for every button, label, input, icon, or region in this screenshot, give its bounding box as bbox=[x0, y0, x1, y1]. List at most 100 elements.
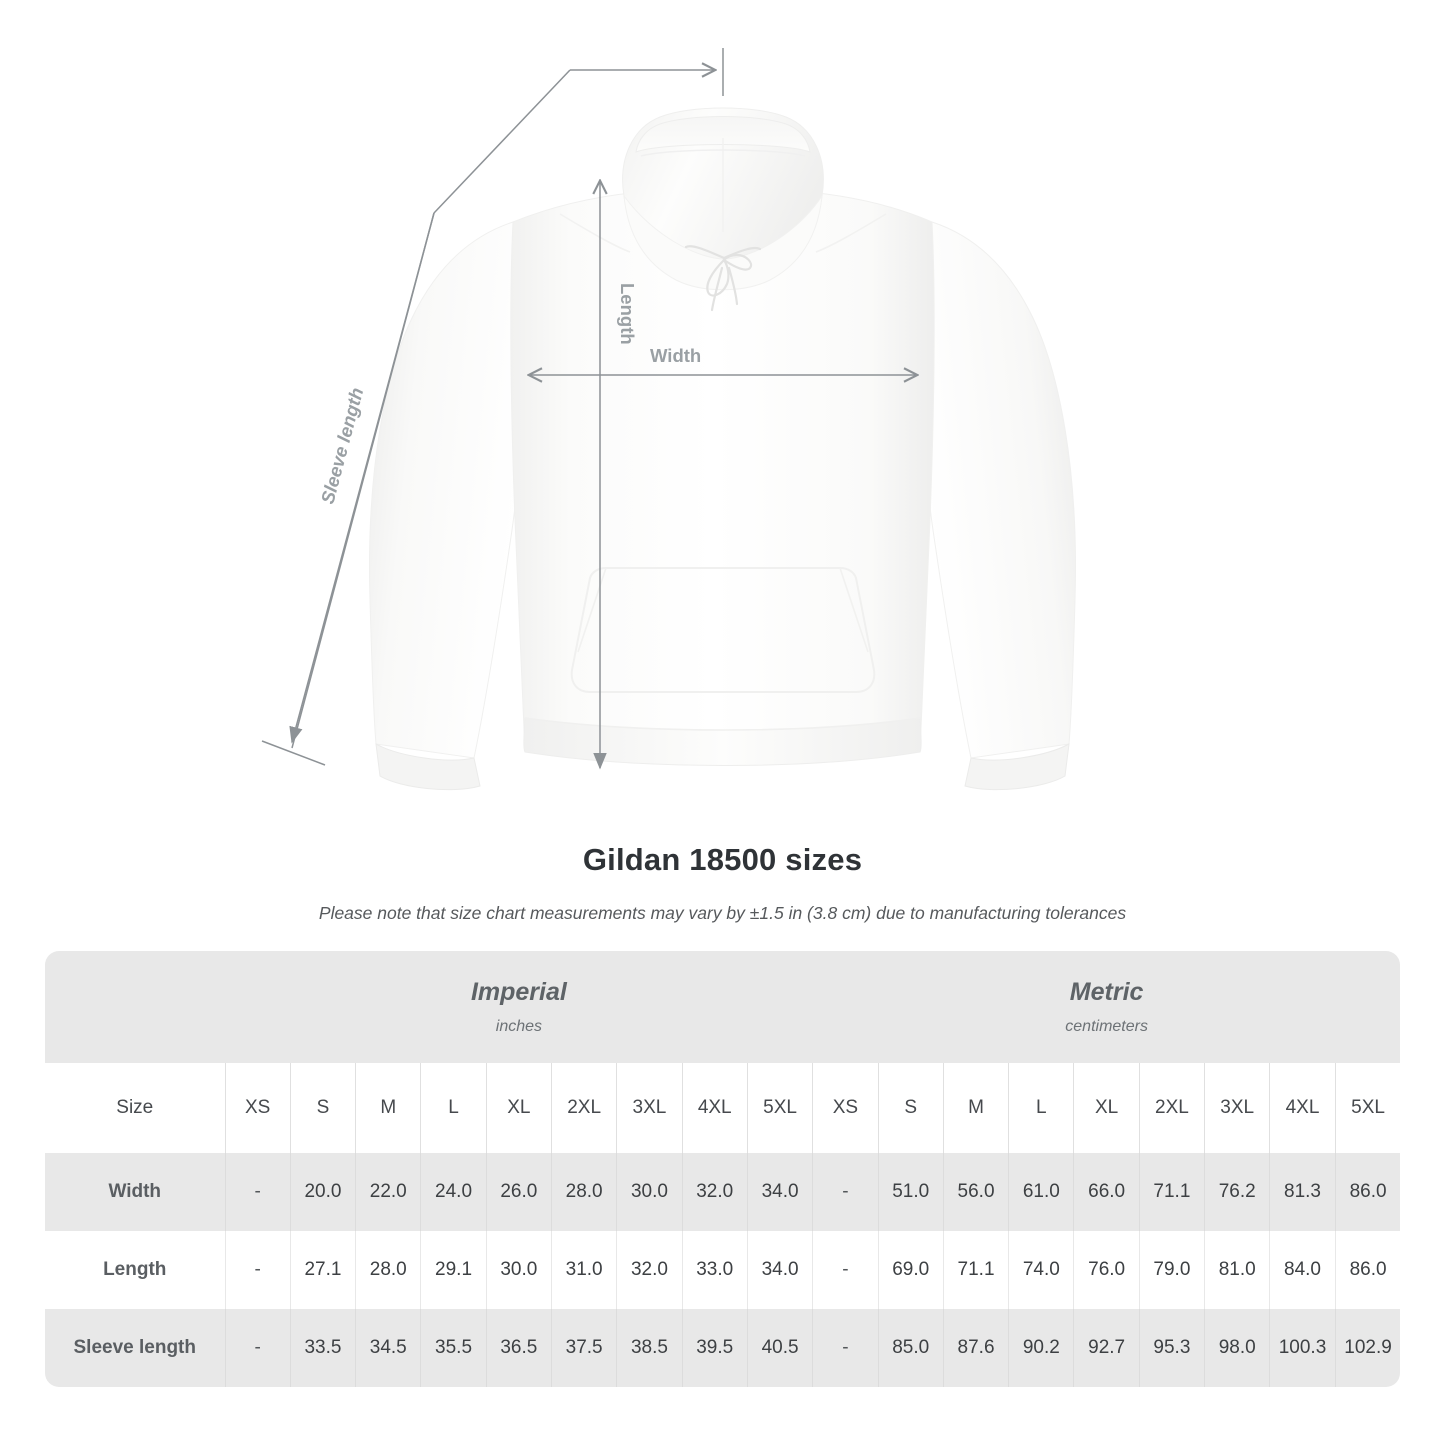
size-header-imperial-m: M bbox=[355, 1063, 421, 1153]
cell-length-imperial-3xl: 32.0 bbox=[616, 1231, 683, 1309]
size-header-metric-xs: XS bbox=[812, 1063, 879, 1153]
cell-sleeve-length-imperial-2xl: 37.5 bbox=[550, 1309, 617, 1387]
cell-sleeve-length-metric-s: 85.0 bbox=[877, 1309, 944, 1387]
unit-band-spacer bbox=[45, 951, 225, 1063]
sleeve-length-bottom-tick bbox=[261, 740, 326, 766]
cell-sleeve-length-imperial-xs: - bbox=[224, 1309, 291, 1387]
row-label: Sleeve length bbox=[45, 1309, 225, 1387]
size-header-imperial-3xl: 3XL bbox=[616, 1063, 683, 1153]
size-header-metric-s: S bbox=[877, 1063, 944, 1153]
cell-length-imperial-xl: 30.0 bbox=[485, 1231, 552, 1309]
cell-length-metric-4xl: 84.0 bbox=[1269, 1231, 1336, 1309]
cell-length-imperial-5xl: 34.0 bbox=[746, 1231, 813, 1309]
cell-length-metric-5xl: 86.0 bbox=[1334, 1231, 1401, 1309]
cell-width-metric-3xl: 76.2 bbox=[1204, 1153, 1270, 1231]
size-table-wrapper: Imperial inches Metric centimeters Size … bbox=[45, 951, 1401, 1387]
cell-width-metric-xl: 66.0 bbox=[1073, 1153, 1140, 1231]
size-header-imperial-l: L bbox=[420, 1063, 487, 1153]
cell-sleeve-length-imperial-xl: 36.5 bbox=[485, 1309, 552, 1387]
cell-length-metric-m: 71.1 bbox=[942, 1231, 1009, 1309]
row-label: Width bbox=[45, 1153, 225, 1231]
cell-length-metric-l: 74.0 bbox=[1008, 1231, 1074, 1309]
cell-sleeve-length-imperial-l: 35.5 bbox=[420, 1309, 487, 1387]
empty-value-dash: - bbox=[842, 1259, 849, 1280]
size-header-row: Size XS S M L XL 2XL 3XL 4XL 5XL XS S M L XL 2XL 3XL 4XL… bbox=[45, 1063, 1401, 1153]
length-label: Length bbox=[617, 283, 638, 345]
width-label: Width bbox=[650, 345, 701, 366]
page-title: Gildan 18500 sizes bbox=[582, 842, 863, 877]
unit-sub-imperial: inches bbox=[495, 1018, 543, 1036]
cell-width-metric-5xl: 86.0 bbox=[1334, 1153, 1401, 1231]
unit-name-imperial: Imperial bbox=[470, 977, 567, 1006]
cell-length-metric-3xl: 81.0 bbox=[1204, 1231, 1270, 1309]
cell-sleeve-length-metric-5xl: 102.9 bbox=[1334, 1309, 1401, 1387]
cell-width-metric-4xl: 81.3 bbox=[1269, 1153, 1336, 1231]
size-header-imperial-5xl: 5XL bbox=[746, 1063, 813, 1153]
cell-width-imperial-3xl: 30.0 bbox=[616, 1153, 683, 1231]
cell-sleeve-length-imperial-4xl: 39.5 bbox=[681, 1309, 748, 1387]
cell-sleeve-length-imperial-3xl: 38.5 bbox=[616, 1309, 683, 1387]
cell-width-metric-2xl: 71.1 bbox=[1138, 1153, 1205, 1231]
size-header-metric-l: L bbox=[1008, 1063, 1074, 1153]
cell-sleeve-length-imperial-s: 33.5 bbox=[289, 1309, 356, 1387]
empty-value-dash: - bbox=[254, 1181, 261, 1202]
empty-value-dash: - bbox=[842, 1181, 849, 1202]
cell-width-imperial-s: 20.0 bbox=[289, 1153, 356, 1231]
size-header-metric-m: M bbox=[942, 1063, 1009, 1153]
cell-length-metric-xl: 76.0 bbox=[1073, 1231, 1140, 1309]
size-header-imperial-2xl: 2XL bbox=[550, 1063, 617, 1153]
cell-sleeve-length-metric-4xl: 100.3 bbox=[1269, 1309, 1336, 1387]
chart-heading-block: Gildan 18500 sizes Please note that size… bbox=[0, 840, 1445, 925]
cell-sleeve-length-metric-2xl: 95.3 bbox=[1138, 1309, 1205, 1387]
size-header-imperial-s: S bbox=[289, 1063, 356, 1153]
cell-length-metric-xs: - bbox=[812, 1231, 879, 1309]
size-header-imperial-xl: XL bbox=[485, 1063, 552, 1153]
cell-length-metric-s: 69.0 bbox=[877, 1231, 944, 1309]
cell-sleeve-length-metric-3xl: 98.0 bbox=[1204, 1309, 1270, 1387]
cell-width-metric-l: 61.0 bbox=[1008, 1153, 1074, 1231]
sleeve-length-elbow bbox=[433, 69, 571, 214]
cell-length-imperial-2xl: 31.0 bbox=[550, 1231, 617, 1309]
cell-width-metric-m: 56.0 bbox=[942, 1153, 1009, 1231]
size-header-metric-5xl: 5XL bbox=[1334, 1063, 1401, 1153]
cell-width-metric-s: 51.0 bbox=[877, 1153, 944, 1231]
table-row: Length - 27.1 28.0 29.1 30.0 31.0 32.0 33.0 34.0… bbox=[45, 1231, 1401, 1309]
hoodie-illustration bbox=[369, 107, 1076, 791]
size-header-metric-3xl: 3XL bbox=[1204, 1063, 1270, 1153]
cell-width-imperial-m: 22.0 bbox=[355, 1153, 421, 1231]
cell-width-metric-xs: - bbox=[812, 1153, 879, 1231]
size-header-label: Size bbox=[45, 1063, 225, 1153]
cell-sleeve-length-metric-m: 87.6 bbox=[942, 1309, 1009, 1387]
measurement-annotations bbox=[261, 48, 916, 768]
unit-sub-metric: centimeters bbox=[1065, 1018, 1148, 1036]
size-header-metric-4xl: 4XL bbox=[1269, 1063, 1336, 1153]
unit-band-row: Imperial inches Metric centimeters bbox=[45, 951, 1401, 1063]
cell-width-imperial-4xl: 32.0 bbox=[681, 1153, 748, 1231]
size-header-metric-xl: XL bbox=[1073, 1063, 1140, 1153]
cell-length-imperial-4xl: 33.0 bbox=[681, 1231, 748, 1309]
cell-width-imperial-l: 24.0 bbox=[420, 1153, 487, 1231]
cell-sleeve-length-imperial-m: 34.5 bbox=[355, 1309, 421, 1387]
unit-group-imperial: Imperial inches bbox=[225, 951, 813, 1063]
table-row: Width - 20.0 22.0 24.0 26.0 28.0 30.0 32.0 34.0 -… bbox=[45, 1153, 1401, 1231]
tolerance-note: Please note that size chart measurements… bbox=[318, 903, 1127, 924]
size-table: Imperial inches Metric centimeters Size … bbox=[45, 951, 1401, 1387]
cell-width-imperial-xs: - bbox=[224, 1153, 291, 1231]
cell-width-imperial-xl: 26.0 bbox=[485, 1153, 552, 1231]
size-header-imperial-4xl: 4XL bbox=[681, 1063, 748, 1153]
cell-sleeve-length-metric-xs: - bbox=[812, 1309, 879, 1387]
empty-value-dash: - bbox=[254, 1337, 261, 1358]
empty-value-dash: - bbox=[842, 1337, 849, 1358]
empty-value-dash: - bbox=[254, 1259, 261, 1280]
cell-length-imperial-s: 27.1 bbox=[289, 1231, 356, 1309]
cell-width-imperial-2xl: 28.0 bbox=[550, 1153, 617, 1231]
cell-sleeve-length-metric-l: 90.2 bbox=[1008, 1309, 1074, 1387]
cell-length-imperial-m: 28.0 bbox=[355, 1231, 421, 1309]
hoodie-measurement-diagram: Length Width Sleeve length bbox=[261, 48, 1076, 791]
table-row: Sleeve length - 33.5 34.5 35.5 36.5 37.5 38.5 3… bbox=[45, 1309, 1401, 1387]
unit-group-metric: Metric centimeters bbox=[812, 951, 1401, 1063]
cell-width-imperial-5xl: 34.0 bbox=[746, 1153, 813, 1231]
row-label: Length bbox=[45, 1231, 225, 1309]
cell-sleeve-length-metric-xl: 92.7 bbox=[1073, 1309, 1140, 1387]
